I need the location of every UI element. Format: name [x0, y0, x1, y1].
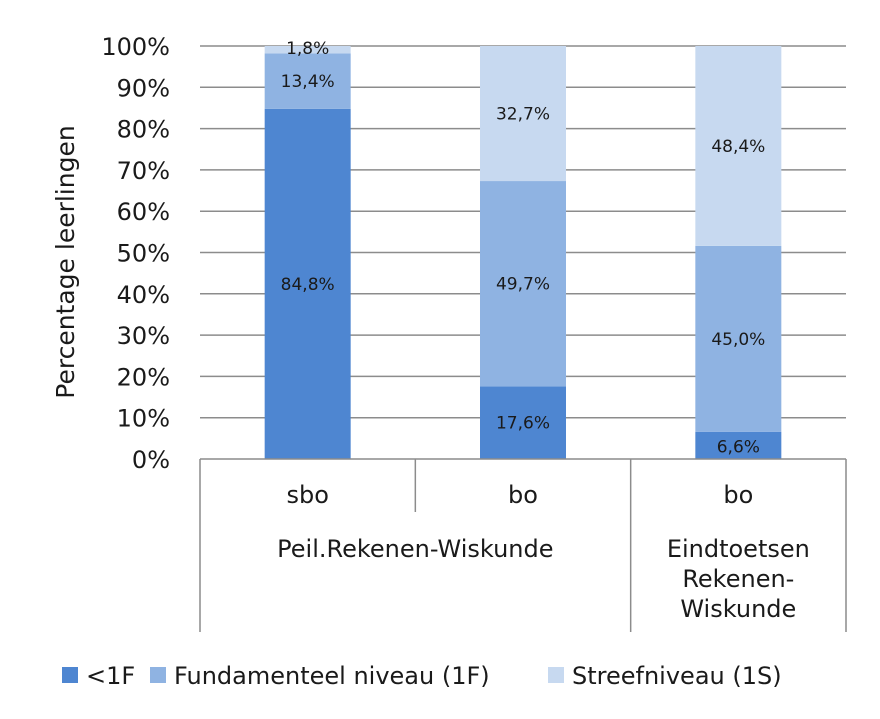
data-label: 1,8% [286, 39, 329, 59]
legend-swatch [62, 667, 78, 683]
y-tick-label: 50% [117, 240, 170, 268]
category-label: sbo [286, 481, 328, 509]
data-label: 17,6% [496, 414, 550, 434]
y-tick-label: 20% [117, 363, 170, 391]
data-label: 45,0% [711, 330, 765, 350]
bar-segment [480, 386, 566, 459]
y-tick-label: 10% [117, 405, 170, 433]
data-label: 49,7% [496, 275, 550, 295]
y-tick-label: 40% [117, 281, 170, 309]
data-label: 13,4% [281, 72, 335, 92]
bar-segment [264, 46, 351, 54]
y-tick-label: 60% [117, 198, 170, 226]
legend-label: Fundamenteel niveau (1F) [174, 662, 490, 690]
y-tick-label: 70% [117, 157, 170, 185]
y-tick-label: 80% [117, 116, 170, 144]
bar-segment [695, 245, 782, 432]
category-table: sbo bo bo Peil.Rekenen-Wiskunde Eindtoetsen R… [199, 458, 847, 632]
y-tick-label: 30% [117, 322, 170, 350]
data-label: 32,7% [496, 105, 550, 125]
bar-segment [480, 181, 566, 387]
y-axis-title: Percentage leerlingen [51, 125, 80, 398]
group-label: Eindtoetsen Rekenen-Wiskunde [667, 535, 810, 623]
category-label: bo [508, 481, 538, 509]
y-tick-label: 100% [101, 33, 170, 61]
data-labels: 84,8% 13,4% 1,8% 17,6% 49,7% 32,7% 6,6% 45,0% 48… [281, 39, 766, 457]
y-axis: 0% 10% 20% 30% 40% 50% 60% 70% 80% 90% 100% [101, 33, 170, 474]
legend-label: <1F [86, 662, 135, 690]
category-label: bo [723, 481, 753, 509]
legend-swatch [150, 667, 166, 683]
data-label: 48,4% [711, 137, 765, 157]
bar-segment [480, 46, 566, 182]
legend-label: Streefniveau (1S) [572, 662, 782, 690]
y-tick-label: 90% [117, 74, 170, 102]
legend-swatch [548, 667, 564, 683]
y-tick-label: 0% [132, 446, 170, 474]
bars [264, 46, 782, 459]
bar-segment [695, 431, 782, 459]
data-label: 6,6% [717, 437, 760, 457]
legend: <1F Fundamenteel niveau (1F) Streefniveau … [62, 662, 782, 690]
bar-segment [264, 53, 351, 109]
data-label: 84,8% [281, 275, 335, 295]
group-label: Peil.Rekenen-Wiskunde [277, 535, 553, 563]
bar-segment [264, 108, 351, 459]
bar-segment [695, 46, 782, 246]
